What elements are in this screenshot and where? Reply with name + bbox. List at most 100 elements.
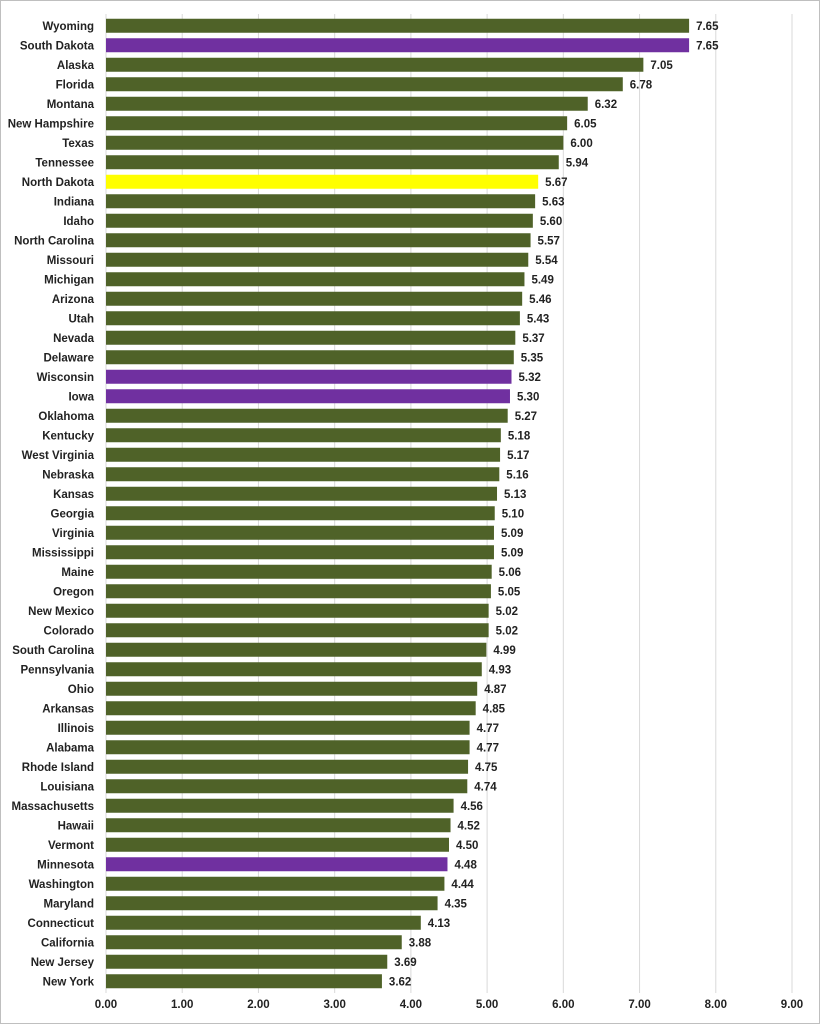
bar [106, 525, 494, 540]
data-label: 5.27 [515, 411, 537, 423]
data-label: 5.18 [508, 430, 531, 442]
category-label: Delaware [43, 352, 94, 364]
category-label: Mississippi [32, 547, 94, 559]
category-label: Alaska [57, 60, 95, 72]
bar [106, 798, 454, 813]
bar [106, 291, 523, 306]
bar [106, 369, 512, 384]
category-label: Washington [29, 879, 94, 891]
bar [106, 603, 489, 618]
x-tick-label: 2.00 [247, 999, 269, 1011]
data-label: 6.05 [574, 118, 597, 130]
bar [106, 564, 492, 579]
category-label: Utah [68, 313, 94, 325]
category-label: Massachusetts [12, 801, 94, 813]
bar [106, 584, 491, 599]
category-label: Florida [56, 79, 95, 91]
data-label: 6.32 [595, 99, 617, 111]
bar [106, 57, 644, 72]
data-label: 5.49 [531, 274, 553, 286]
category-label: Georgia [51, 508, 95, 520]
category-label: Kansas [53, 489, 94, 501]
data-label: 5.17 [507, 450, 529, 462]
data-label: 5.02 [496, 625, 518, 637]
data-label: 3.69 [394, 957, 416, 969]
bar [106, 915, 421, 930]
bar [106, 935, 402, 950]
category-label: California [41, 937, 95, 949]
category-label: North Carolina [14, 235, 94, 247]
category-label: West Virginia [22, 450, 95, 462]
data-label: 5.63 [542, 196, 564, 208]
data-label: 5.54 [535, 255, 558, 267]
bar [106, 545, 494, 560]
category-label: Hawaii [58, 820, 94, 832]
bar [106, 77, 623, 92]
category-label: New Jersey [31, 957, 95, 969]
bar [106, 662, 482, 677]
category-label: Kentucky [42, 430, 94, 442]
data-label: 6.00 [570, 138, 592, 150]
data-label: 4.56 [461, 801, 483, 813]
category-label: Louisiana [40, 781, 94, 793]
category-label: Nebraska [42, 469, 94, 481]
data-label: 5.13 [504, 489, 526, 501]
bar [106, 623, 489, 638]
data-label: 4.13 [428, 918, 450, 930]
bar [106, 311, 520, 326]
category-label: Nevada [53, 333, 95, 345]
data-label: 5.94 [566, 157, 589, 169]
data-label: 4.52 [458, 820, 480, 832]
category-label: Rhode Island [22, 762, 94, 774]
bar [106, 194, 536, 209]
x-tick-label: 4.00 [400, 999, 422, 1011]
category-label: New Hampshire [8, 118, 94, 130]
bar [106, 252, 529, 267]
bar [106, 330, 516, 345]
category-label: New York [43, 976, 95, 988]
category-label: Wyoming [42, 21, 94, 33]
data-label: 4.77 [477, 742, 499, 754]
bar [106, 389, 510, 404]
x-tick-label: 7.00 [628, 999, 650, 1011]
data-label: 5.05 [498, 586, 521, 598]
category-label: South Carolina [12, 645, 94, 657]
bar [106, 116, 568, 131]
bar [106, 428, 501, 443]
x-tick-label: 6.00 [552, 999, 574, 1011]
data-label: 4.93 [489, 664, 511, 676]
bar [106, 506, 495, 521]
category-label: New Mexico [28, 606, 94, 618]
data-label: 4.85 [483, 703, 506, 715]
data-label: 5.16 [506, 469, 528, 481]
bar [106, 779, 468, 794]
data-label: 4.77 [477, 723, 499, 735]
data-label: 5.43 [527, 313, 549, 325]
category-label: Arizona [52, 294, 95, 306]
bar [106, 174, 539, 189]
data-label: 4.99 [493, 645, 515, 657]
bar [106, 974, 382, 989]
category-label: Colorado [44, 625, 94, 637]
data-label: 5.09 [501, 547, 523, 559]
bar [106, 876, 445, 891]
bar [106, 96, 588, 111]
bar [106, 486, 498, 501]
bar [106, 155, 559, 170]
data-label: 6.78 [630, 79, 653, 91]
bar [106, 642, 487, 657]
data-label: 4.44 [451, 879, 474, 891]
category-label: Iowa [68, 391, 94, 403]
x-tick-label: 9.00 [781, 999, 803, 1011]
data-label: 5.09 [501, 528, 523, 540]
bar [106, 818, 451, 833]
category-label: Arkansas [42, 703, 94, 715]
category-label: Minnesota [37, 859, 94, 871]
category-label: Pennsylvania [20, 664, 94, 676]
data-label: 5.35 [521, 352, 544, 364]
x-tick-label: 0.00 [95, 999, 117, 1011]
bar [106, 954, 388, 969]
data-label: 4.35 [445, 898, 468, 910]
bar [106, 18, 690, 33]
category-label: Maryland [44, 898, 95, 910]
